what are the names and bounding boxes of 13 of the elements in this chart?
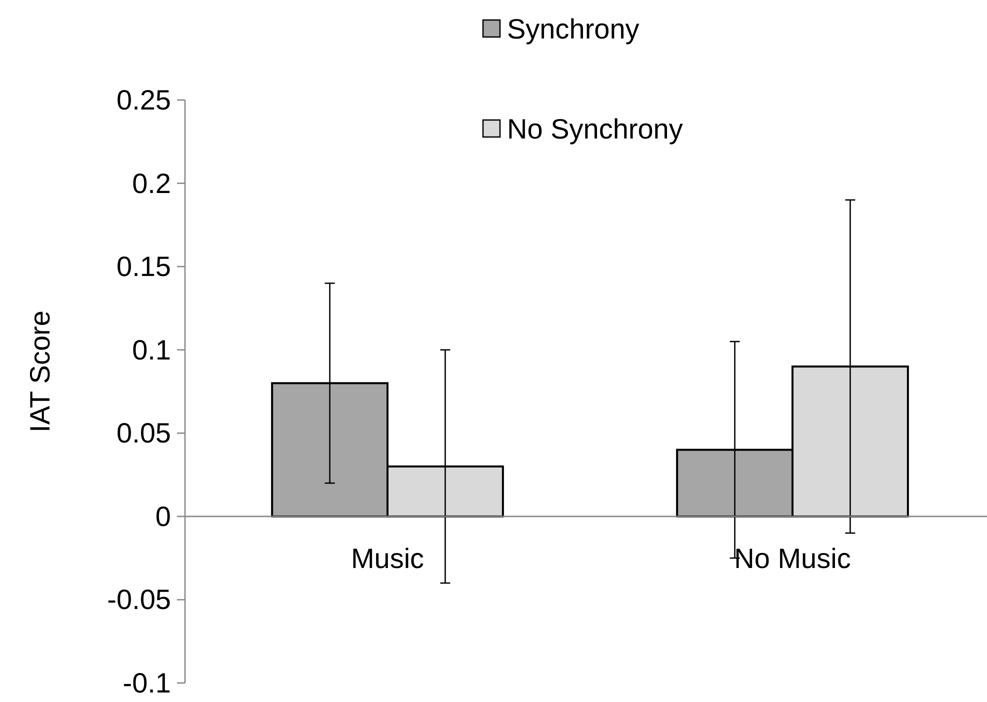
- y-tick-label: 0.1: [132, 334, 171, 366]
- legend-label: No Synchrony: [507, 114, 683, 144]
- y-tick-label: 0.15: [116, 251, 171, 282]
- y-tick-label: -0.05: [107, 584, 171, 616]
- y-axis-title: IAT Score: [24, 310, 56, 432]
- legend-label: Synchrony: [507, 14, 640, 44]
- x-tick-label: Music: [350, 542, 424, 574]
- y-tick-label: 0.05: [116, 418, 171, 449]
- x-tick-label: No Music: [734, 542, 851, 574]
- y-tick-label: -0.1: [122, 668, 171, 698]
- y-tick-label: 0.25: [116, 84, 171, 116]
- y-tick-label: 0.2: [132, 168, 171, 199]
- y-tick-label: 0: [155, 500, 171, 532]
